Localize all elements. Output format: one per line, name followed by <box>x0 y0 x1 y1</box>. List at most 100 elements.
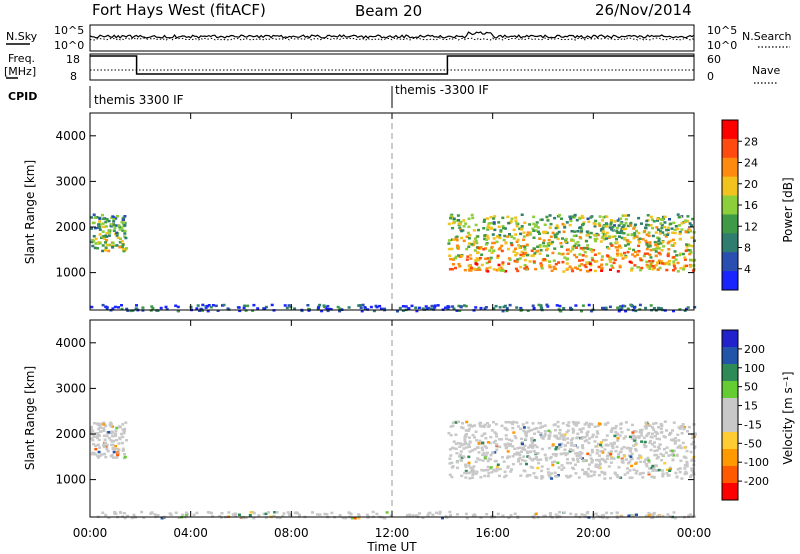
velocity-cell <box>458 455 461 458</box>
power-cell <box>562 224 566 227</box>
power-cell <box>619 222 623 225</box>
power-cell <box>544 231 548 234</box>
power-cell <box>472 229 476 232</box>
velocity-cell <box>689 475 692 478</box>
velocity-cell <box>638 431 642 434</box>
power-cell <box>358 304 362 307</box>
velocity-cell <box>503 475 507 479</box>
velocity-cell <box>473 447 477 451</box>
power-cell <box>451 226 455 230</box>
power-cell <box>581 254 585 257</box>
power-cell <box>666 228 670 232</box>
power-cell <box>512 249 516 253</box>
power-cell <box>572 234 576 238</box>
velocity-cell <box>600 445 604 449</box>
velocity-cell <box>102 423 106 426</box>
velocity-cell <box>469 424 473 428</box>
power-cell <box>629 303 633 307</box>
power-cell <box>668 259 671 263</box>
power-cell <box>504 242 508 245</box>
power-cell <box>651 259 655 263</box>
velocity-cell <box>543 430 547 433</box>
power-cell <box>618 264 622 267</box>
power-cell <box>98 220 102 223</box>
velocity-cell <box>459 442 463 445</box>
velocity-cell <box>484 437 488 440</box>
power-cell <box>552 259 556 262</box>
velocity-cell <box>114 444 118 448</box>
power-cell <box>98 225 102 229</box>
power-cell <box>578 264 582 268</box>
power-cell <box>513 259 517 263</box>
power-cell <box>575 218 579 222</box>
power-cell <box>637 244 641 248</box>
velocity-scatter <box>90 420 697 520</box>
power-cell <box>648 264 652 268</box>
power-cell <box>657 247 661 250</box>
velocity-cell <box>558 443 562 446</box>
velocity-cell <box>572 422 576 426</box>
power-cell <box>460 236 464 240</box>
power-cell <box>618 244 621 247</box>
velocity-cell <box>532 449 536 453</box>
velocity-cell <box>669 468 673 471</box>
velocity-cell <box>122 431 126 435</box>
power-cell <box>120 245 124 249</box>
velocity-cell <box>563 452 567 455</box>
power-colorbar-swatch <box>722 195 738 215</box>
velocity-cell <box>619 476 623 479</box>
power-cell <box>645 247 649 251</box>
velocity-cell <box>539 458 543 461</box>
power-cell <box>634 250 637 254</box>
power-cell <box>226 307 230 310</box>
velocity-cell <box>585 433 589 437</box>
power-cell <box>683 309 687 312</box>
power-cell <box>270 303 274 307</box>
power-cell <box>518 257 522 260</box>
station-title: Fort Hays West (fitACF) <box>92 1 266 19</box>
velocity-cell <box>463 441 467 444</box>
velocity-cell <box>668 466 672 470</box>
power-cell <box>90 227 94 230</box>
power-cell <box>495 240 499 244</box>
power-cell <box>515 306 519 309</box>
velocity-cell <box>496 463 500 466</box>
velocity-cell <box>418 512 421 515</box>
velocity-cell <box>110 432 114 435</box>
power-cell <box>666 232 670 235</box>
velocity-cell <box>583 472 587 476</box>
power-cell <box>608 226 612 229</box>
power-cell <box>112 218 116 221</box>
power-cell <box>551 251 555 255</box>
power-cell <box>206 309 210 313</box>
power-cell <box>562 307 566 310</box>
velocity-cell <box>98 446 102 449</box>
power-cell <box>523 245 527 249</box>
power-cell <box>251 309 255 312</box>
velocity-cell <box>583 439 587 443</box>
power-cell <box>547 243 551 247</box>
velocity-cell <box>461 422 464 425</box>
power-cell <box>452 238 456 241</box>
velocity-cell <box>511 462 515 466</box>
velocity-cell <box>454 447 458 451</box>
power-cell <box>681 252 685 256</box>
power-cell <box>646 223 650 227</box>
velocity-cell <box>467 424 471 427</box>
velocity-cell <box>557 447 561 450</box>
power-cell <box>630 233 634 237</box>
velocity-cell <box>516 425 520 428</box>
power-cell <box>670 227 674 230</box>
velocity-cell <box>142 516 146 519</box>
power-cell <box>472 240 476 243</box>
power-cell <box>487 260 491 264</box>
nave-tick-top: 60 <box>707 53 721 66</box>
velocity-cell <box>470 467 474 471</box>
velocity-cell <box>632 444 636 447</box>
power-cell <box>222 303 226 307</box>
velocity-cell <box>479 516 483 519</box>
velocity-cell <box>639 456 643 459</box>
velocity-cell <box>471 449 475 452</box>
velocity-cell <box>658 437 661 441</box>
